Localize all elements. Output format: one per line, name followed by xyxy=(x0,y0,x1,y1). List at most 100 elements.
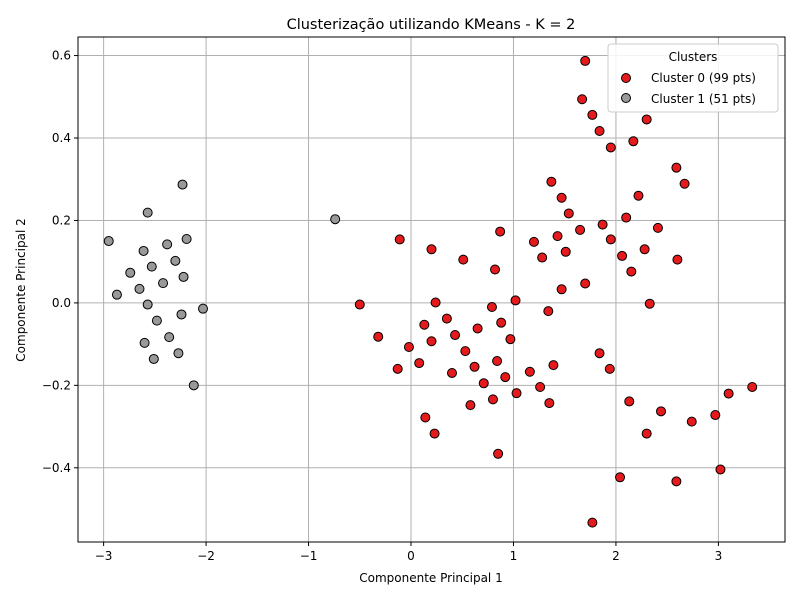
legend-marker-cluster-0 xyxy=(621,73,631,83)
plot-frame xyxy=(77,36,786,543)
data-point-cluster-1 xyxy=(138,245,149,256)
data-point-cluster-0 xyxy=(577,94,588,105)
data-point-cluster-1 xyxy=(158,278,169,289)
x-tick-label: 3 xyxy=(715,549,723,563)
x-tick-label: −2 xyxy=(197,549,215,563)
data-point-cluster-0 xyxy=(450,330,461,341)
data-point-cluster-0 xyxy=(641,114,652,125)
data-point-cluster-0 xyxy=(552,231,563,242)
data-point-cluster-0 xyxy=(580,55,591,66)
data-point-cluster-0 xyxy=(641,428,652,439)
data-point-cluster-0 xyxy=(679,178,690,189)
data-point-cluster-0 xyxy=(493,448,504,459)
y-tick-label: 0.4 xyxy=(52,131,71,145)
data-point-cluster-0 xyxy=(420,412,431,423)
data-point-cluster-0 xyxy=(544,398,555,409)
data-point-cluster-1 xyxy=(176,309,187,320)
data-point-cluster-1 xyxy=(103,236,114,247)
data-point-cluster-0 xyxy=(605,142,616,153)
data-point-cluster-0 xyxy=(469,361,480,372)
y-tick-label: 0.6 xyxy=(52,49,71,63)
data-point-cluster-0 xyxy=(478,378,489,389)
axis-ticks: −3 −2 −1 0 1 2 3 −0.4 −0.2 0.0 0.2 0.4 0.6 xyxy=(42,49,722,563)
data-point-cluster-0 xyxy=(656,406,667,417)
data-point-cluster-0 xyxy=(373,331,384,342)
data-point-cluster-1 xyxy=(188,380,199,391)
x-tick-label: 0 xyxy=(407,549,415,563)
y-tick-label: −0.2 xyxy=(42,378,71,392)
data-point-cluster-0 xyxy=(426,336,437,347)
data-point-cluster-1 xyxy=(170,255,181,266)
data-point-cluster-1 xyxy=(178,271,189,282)
legend-label-cluster-0: Cluster 0 (99 pts) xyxy=(651,71,756,85)
data-point-cluster-0 xyxy=(492,356,503,367)
data-point-cluster-1 xyxy=(125,267,136,278)
data-point-cluster-0 xyxy=(615,472,626,483)
data-point-cluster-0 xyxy=(472,323,483,334)
data-point-cluster-1 xyxy=(198,303,209,314)
data-point-cluster-0 xyxy=(486,302,497,313)
data-point-cluster-1 xyxy=(151,315,162,326)
data-point-cluster-0 xyxy=(465,400,476,411)
x-tick-label: −1 xyxy=(300,549,318,563)
data-point-cluster-0 xyxy=(604,363,615,374)
data-point-cluster-0 xyxy=(575,224,586,235)
data-points xyxy=(103,55,758,528)
data-point-cluster-0 xyxy=(487,394,498,405)
x-tick-label: −3 xyxy=(95,549,113,563)
data-point-cluster-0 xyxy=(496,317,507,328)
data-point-cluster-0 xyxy=(617,250,628,261)
data-point-cluster-1 xyxy=(139,337,150,348)
data-point-cluster-0 xyxy=(537,252,548,263)
data-point-cluster-0 xyxy=(528,236,539,247)
data-point-cluster-0 xyxy=(556,192,567,203)
y-tick-label: 0.2 xyxy=(52,213,71,227)
legend-box xyxy=(607,43,779,113)
data-point-cluster-0 xyxy=(633,190,644,201)
data-point-cluster-0 xyxy=(597,219,608,230)
data-point-cluster-1 xyxy=(330,214,341,225)
data-point-cluster-1 xyxy=(173,348,184,359)
data-point-cluster-0 xyxy=(505,334,516,345)
data-point-cluster-0 xyxy=(446,367,457,378)
x-tick-label: 1 xyxy=(510,549,518,563)
data-point-cluster-0 xyxy=(594,348,605,359)
data-point-cluster-0 xyxy=(580,278,591,289)
x-axis-title: Componente Principal 1 xyxy=(359,571,502,585)
data-point-cluster-0 xyxy=(639,244,650,255)
data-point-cluster-1 xyxy=(177,179,188,190)
data-point-cluster-1 xyxy=(162,239,173,250)
data-point-cluster-0 xyxy=(546,176,557,187)
data-point-cluster-0 xyxy=(628,136,639,147)
data-point-cluster-0 xyxy=(671,162,682,173)
data-point-cluster-0 xyxy=(548,360,559,371)
data-point-cluster-0 xyxy=(495,226,506,237)
data-point-cluster-1 xyxy=(146,261,157,272)
data-point-cluster-0 xyxy=(535,381,546,392)
data-point-cluster-1 xyxy=(142,207,153,218)
data-point-cluster-0 xyxy=(403,342,414,353)
data-point-cluster-0 xyxy=(624,396,635,407)
data-point-cluster-0 xyxy=(715,464,726,475)
data-point-cluster-0 xyxy=(524,366,535,377)
data-point-cluster-0 xyxy=(594,125,605,136)
data-point-cluster-0 xyxy=(605,234,616,245)
data-point-cluster-0 xyxy=(747,381,758,392)
data-point-cluster-0 xyxy=(556,284,567,295)
data-point-cluster-1 xyxy=(142,299,153,310)
data-point-cluster-1 xyxy=(148,353,159,364)
data-point-cluster-0 xyxy=(671,476,682,487)
data-point-cluster-0 xyxy=(723,388,734,399)
legend-label-cluster-1: Cluster 1 (51 pts) xyxy=(651,92,756,106)
y-axis-title: Componente Principal 2 xyxy=(14,218,28,361)
legend-title: Clusters xyxy=(669,50,718,64)
data-point-cluster-0 xyxy=(419,319,430,330)
data-point-cluster-0 xyxy=(392,363,403,374)
data-point-cluster-1 xyxy=(134,283,145,294)
data-point-cluster-0 xyxy=(587,109,598,120)
data-point-cluster-1 xyxy=(181,234,192,244)
x-tick-label: 2 xyxy=(612,549,620,563)
data-point-cluster-1 xyxy=(111,289,122,300)
data-point-cluster-0 xyxy=(460,346,471,357)
data-point-cluster-0 xyxy=(672,254,683,265)
